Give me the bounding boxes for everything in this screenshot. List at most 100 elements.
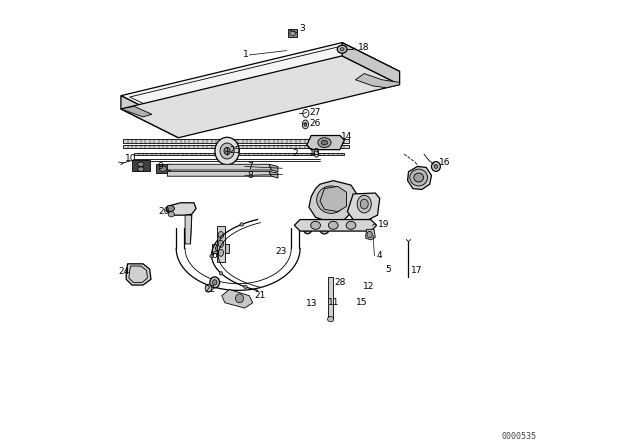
Text: 20: 20 xyxy=(159,207,170,216)
Text: 6: 6 xyxy=(212,251,218,260)
Text: 25: 25 xyxy=(229,146,241,155)
Text: 5: 5 xyxy=(385,265,391,274)
Ellipse shape xyxy=(205,284,212,292)
Ellipse shape xyxy=(328,316,333,322)
Polygon shape xyxy=(328,277,333,319)
Ellipse shape xyxy=(236,294,243,303)
Text: 21: 21 xyxy=(255,291,266,300)
Polygon shape xyxy=(320,186,346,211)
Text: 10: 10 xyxy=(125,154,137,163)
Polygon shape xyxy=(121,43,399,125)
Ellipse shape xyxy=(138,162,144,167)
Text: 19: 19 xyxy=(378,220,389,228)
Ellipse shape xyxy=(340,47,344,51)
Ellipse shape xyxy=(224,147,230,155)
Ellipse shape xyxy=(220,271,223,275)
Polygon shape xyxy=(121,106,152,117)
Text: 0000535: 0000535 xyxy=(502,432,537,441)
Text: 3: 3 xyxy=(300,24,305,33)
Ellipse shape xyxy=(346,221,356,229)
Text: 2: 2 xyxy=(292,149,298,158)
Ellipse shape xyxy=(357,195,371,213)
Ellipse shape xyxy=(328,221,338,229)
Ellipse shape xyxy=(215,137,239,165)
Ellipse shape xyxy=(217,237,221,241)
Ellipse shape xyxy=(290,31,295,35)
Polygon shape xyxy=(307,135,344,150)
Ellipse shape xyxy=(360,199,368,209)
Polygon shape xyxy=(123,145,349,148)
Ellipse shape xyxy=(367,231,372,238)
Ellipse shape xyxy=(314,149,319,157)
Polygon shape xyxy=(218,226,225,262)
Polygon shape xyxy=(121,56,399,138)
Polygon shape xyxy=(269,164,278,172)
Polygon shape xyxy=(408,167,431,190)
Text: 12: 12 xyxy=(364,282,375,291)
Text: 13: 13 xyxy=(309,148,321,157)
Ellipse shape xyxy=(218,232,223,239)
Ellipse shape xyxy=(410,169,428,186)
Ellipse shape xyxy=(303,223,312,234)
Ellipse shape xyxy=(240,223,243,226)
Text: 13: 13 xyxy=(306,299,317,308)
Text: 24: 24 xyxy=(118,267,130,276)
Polygon shape xyxy=(167,171,271,176)
Text: 7: 7 xyxy=(247,162,253,171)
Ellipse shape xyxy=(218,249,223,256)
Ellipse shape xyxy=(244,285,247,289)
Ellipse shape xyxy=(434,164,438,168)
Polygon shape xyxy=(309,181,358,222)
Polygon shape xyxy=(132,160,150,171)
Ellipse shape xyxy=(212,280,217,285)
Text: 18: 18 xyxy=(358,43,369,52)
Ellipse shape xyxy=(168,211,175,217)
Ellipse shape xyxy=(220,143,234,159)
Polygon shape xyxy=(123,138,349,143)
Polygon shape xyxy=(294,220,376,231)
Ellipse shape xyxy=(414,173,424,182)
Text: 9: 9 xyxy=(157,162,163,171)
Ellipse shape xyxy=(305,226,310,231)
Polygon shape xyxy=(348,193,380,220)
Polygon shape xyxy=(222,289,253,308)
Ellipse shape xyxy=(317,186,346,213)
Ellipse shape xyxy=(319,223,330,234)
Ellipse shape xyxy=(310,221,321,229)
Ellipse shape xyxy=(210,277,220,288)
Polygon shape xyxy=(269,171,278,178)
Text: 26: 26 xyxy=(309,119,320,128)
Ellipse shape xyxy=(322,191,340,208)
Polygon shape xyxy=(212,244,229,253)
Text: 11: 11 xyxy=(328,298,339,307)
Polygon shape xyxy=(365,229,375,240)
Ellipse shape xyxy=(337,45,347,53)
Text: 15: 15 xyxy=(356,298,368,307)
Text: 22: 22 xyxy=(204,285,215,294)
Polygon shape xyxy=(166,203,196,215)
Text: 27: 27 xyxy=(309,108,320,117)
Polygon shape xyxy=(342,43,399,85)
Polygon shape xyxy=(185,215,192,244)
Polygon shape xyxy=(134,153,344,155)
Text: 8: 8 xyxy=(247,171,253,180)
Ellipse shape xyxy=(166,206,175,211)
Polygon shape xyxy=(121,96,179,138)
Ellipse shape xyxy=(210,254,213,258)
Text: 1: 1 xyxy=(243,50,248,59)
Ellipse shape xyxy=(431,162,440,171)
Polygon shape xyxy=(355,73,399,88)
Ellipse shape xyxy=(159,166,166,171)
Polygon shape xyxy=(126,264,151,285)
Ellipse shape xyxy=(138,167,144,171)
Polygon shape xyxy=(288,29,297,37)
Text: 23: 23 xyxy=(275,247,286,256)
Polygon shape xyxy=(156,164,170,173)
Ellipse shape xyxy=(318,138,331,147)
Text: 4: 4 xyxy=(376,251,382,260)
Ellipse shape xyxy=(218,241,223,247)
Ellipse shape xyxy=(302,120,308,129)
Text: 14: 14 xyxy=(341,132,353,141)
Ellipse shape xyxy=(304,123,307,126)
Text: 16: 16 xyxy=(438,159,450,168)
